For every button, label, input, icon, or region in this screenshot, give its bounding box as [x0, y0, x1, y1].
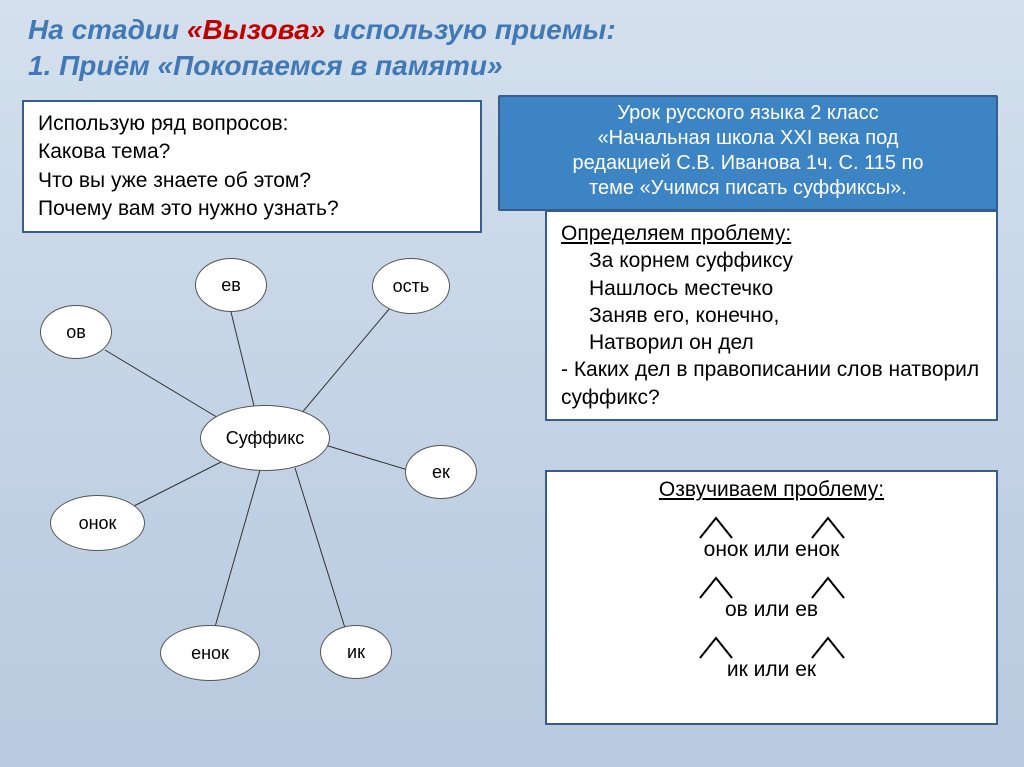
diagram-node-ek: ек — [405, 445, 477, 499]
caret-icon — [696, 574, 736, 600]
caret-row — [561, 574, 982, 600]
questions-line: Какова тема? — [38, 138, 466, 166]
problem-poem-line: За корнем суффиксу — [561, 247, 982, 274]
title-part2: «Вызова» — [187, 14, 333, 45]
title-line2: 1. Приём «Покопаемся в памяти» — [28, 48, 616, 84]
problem-poem-line: Нашлось местечко — [561, 275, 982, 302]
questions-line: Что вы уже знаете об этом? — [38, 167, 466, 195]
problem-header: Определяем проблему: — [561, 220, 982, 247]
problem-poem-line: Заняв его, конечно, — [561, 302, 982, 329]
slide-title: На стадии «Вызова» использую приемы: 1. … — [28, 12, 616, 85]
voice-pair: онок или енок — [561, 538, 982, 562]
caret-icon — [696, 634, 736, 660]
node-label: ев — [221, 275, 241, 296]
lesson-line: теме «Учимся писать суффиксы». — [510, 176, 986, 201]
lesson-line: Урок русского языка 2 класс — [510, 101, 986, 126]
caret-icon — [808, 634, 848, 660]
node-label: Суффикс — [226, 428, 305, 449]
problem-box: Определяем проблему: За корнем суффиксу … — [545, 210, 998, 421]
diagram-node-onok: онок — [50, 495, 145, 551]
caret-icon — [808, 574, 848, 600]
voice-box: Озвучиваем проблему: онок или енок ов ил… — [545, 470, 998, 725]
lesson-box: Урок русского языка 2 класс «Начальная ш… — [498, 95, 998, 211]
title-part1: На стадии — [28, 14, 187, 45]
problem-question: - Каких дел в правописании слов натворил… — [561, 356, 982, 411]
caret-icon — [808, 514, 848, 540]
diagram-center-node: Суффикс — [200, 405, 330, 471]
diagram-node-ik: ик — [320, 625, 392, 679]
voice-header: Озвучиваем проблему: — [561, 478, 982, 502]
lesson-line: редакцией С.В. Иванова 1ч. С. 115 по — [510, 151, 986, 176]
caret-row — [561, 514, 982, 540]
node-label: ик — [347, 642, 365, 663]
suffix-diagram: Суффикс ов ев ость ек ик енок онок — [10, 230, 530, 730]
questions-line: Почему вам это нужно узнать? — [38, 195, 466, 223]
node-label: енок — [191, 643, 229, 664]
caret-row — [561, 634, 982, 660]
diagram-node-ost: ость — [372, 258, 450, 314]
node-label: ов — [66, 322, 86, 343]
node-label: ость — [393, 276, 430, 297]
problem-poem-line: Натворил он дел — [561, 329, 982, 356]
node-label: ек — [432, 462, 450, 483]
questions-line: Использую ряд вопросов: — [38, 110, 466, 138]
node-label: онок — [79, 513, 117, 534]
diagram-node-ov: ов — [40, 305, 112, 359]
diagram-node-ev: ев — [195, 258, 267, 312]
diagram-node-enok: енок — [160, 625, 260, 681]
title-part3: использую приемы: — [333, 14, 616, 45]
questions-box: Использую ряд вопросов: Какова тема? Что… — [22, 100, 482, 233]
lesson-line: «Начальная школа XXI века под — [510, 126, 986, 151]
voice-pair: ик или ек — [561, 658, 982, 682]
caret-icon — [696, 514, 736, 540]
voice-pair: ов или ев — [561, 598, 982, 622]
